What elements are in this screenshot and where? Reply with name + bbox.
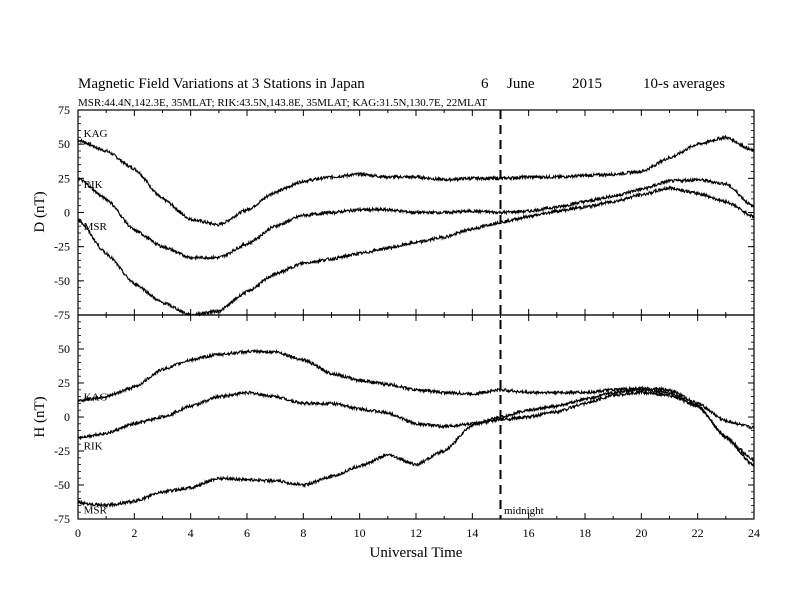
chart-subtitle: MSR:44.4N,142.3E, 35MLAT; RIK:43.5N,143.… [78, 97, 487, 109]
y-tick-label: -75 [54, 512, 70, 526]
title-year: 2015 [572, 76, 602, 92]
midnight-label: midnight [504, 505, 544, 517]
y-tick-label: -25 [54, 240, 70, 254]
x-tick-label: 12 [410, 526, 422, 540]
x-tick-label: 22 [692, 526, 704, 540]
x-tick-label: 4 [188, 526, 194, 540]
series-line-rik [77, 389, 755, 467]
x-tick-label: 8 [300, 526, 306, 540]
x-tick-label: 18 [579, 526, 591, 540]
series-label-kag: KAG [84, 128, 108, 140]
bottom-panel-frame [77, 314, 755, 520]
x-tick-label: 16 [523, 526, 535, 540]
series-line-rik [77, 177, 755, 261]
y-tick-label: -75 [54, 308, 70, 322]
series-labels: KAG RIK MSR KAG RIK MSR [84, 128, 108, 516]
series-label-kag: KAG [84, 392, 108, 404]
series-line-msr [77, 386, 755, 509]
series-label-rik: RIK [84, 179, 103, 191]
title-month: June [507, 76, 535, 92]
series-lines [77, 110, 755, 519]
chart-title: Magnetic Field Variations at 3 Stations … [78, 76, 365, 92]
bottom-y-axis-title: H (nT) [32, 396, 48, 437]
x-tick-label: 24 [748, 526, 760, 540]
series-label-msr: MSR [84, 221, 108, 233]
title-averaging: 10-s averages [643, 76, 725, 92]
x-tick-label: 0 [75, 526, 81, 540]
title-day: 6 [481, 76, 489, 92]
y-tick-label: -50 [54, 274, 70, 288]
y-tick-label: -25 [54, 444, 70, 458]
y-tick-label: 25 [58, 171, 70, 185]
x-tick-label: 20 [635, 526, 647, 540]
series-label-rik: RIK [84, 441, 103, 453]
y-tick-label: -50 [54, 478, 70, 492]
y-tick-label: 0 [64, 410, 70, 424]
x-tick-label: 6 [244, 526, 250, 540]
series-line-kag [77, 134, 755, 227]
series-line-kag [77, 348, 755, 430]
x-tick-label: 14 [466, 526, 478, 540]
y-tick-label: 0 [64, 206, 70, 220]
y-tick-label: 75 [58, 103, 70, 117]
series-line-msr [77, 185, 755, 317]
series-label-msr: MSR [84, 504, 108, 516]
y-tick-label: 50 [58, 137, 70, 151]
x-axis-title: Universal Time [370, 545, 463, 561]
x-tick-label: 2 [131, 526, 137, 540]
y-tick-label: 50 [58, 342, 70, 356]
x-tick-label: 10 [354, 526, 366, 540]
y-tick-label: 25 [58, 376, 70, 390]
top-y-axis-title: D (nT) [32, 191, 48, 232]
